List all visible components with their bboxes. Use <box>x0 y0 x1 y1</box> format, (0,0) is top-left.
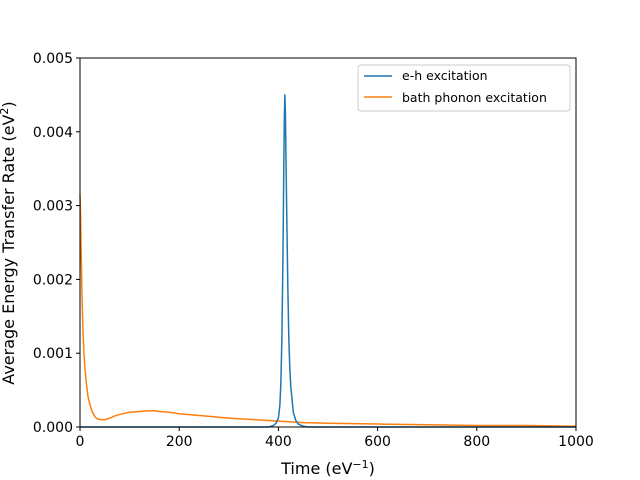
y-tick-label: 0.004 <box>33 125 73 141</box>
x-tick-label: 800 <box>463 434 490 450</box>
x-axis-ticks: 0 200 400 600 800 1000 <box>76 427 594 450</box>
plot-area-frame <box>79 57 577 428</box>
y-tick-label: 0.003 <box>33 199 73 215</box>
legend-box <box>357 64 571 112</box>
series-line-bath-phonon-excitation <box>79 194 577 428</box>
legend: e-h excitation bath phonon excitation <box>357 64 571 112</box>
y-axis-label: Average Energy Transfer Rate (eV2) <box>0 101 18 384</box>
legend-label-bath-phonon: bath phonon excitation <box>402 90 547 105</box>
x-tick-label: 600 <box>364 434 391 450</box>
y-tick-label: 0.002 <box>33 272 73 288</box>
x-tick-label: 0 <box>76 434 85 450</box>
x-tick-label: 400 <box>265 434 292 450</box>
y-tick-label: 0.005 <box>33 51 73 67</box>
legend-label-e-h: e-h excitation <box>402 68 488 83</box>
plot-lines <box>79 94 577 428</box>
y-axis-ticks: 0.000 0.001 0.002 0.003 0.004 0.005 <box>33 51 80 436</box>
series-line-e-h-excitation <box>80 94 576 428</box>
x-tick-label: 1000 <box>558 434 594 450</box>
x-axis-label: Time (eV−1) <box>280 458 375 478</box>
x-tick-label: 200 <box>166 434 193 450</box>
y-tick-label: 0.001 <box>33 346 73 362</box>
y-tick-label: 0.000 <box>33 420 73 436</box>
